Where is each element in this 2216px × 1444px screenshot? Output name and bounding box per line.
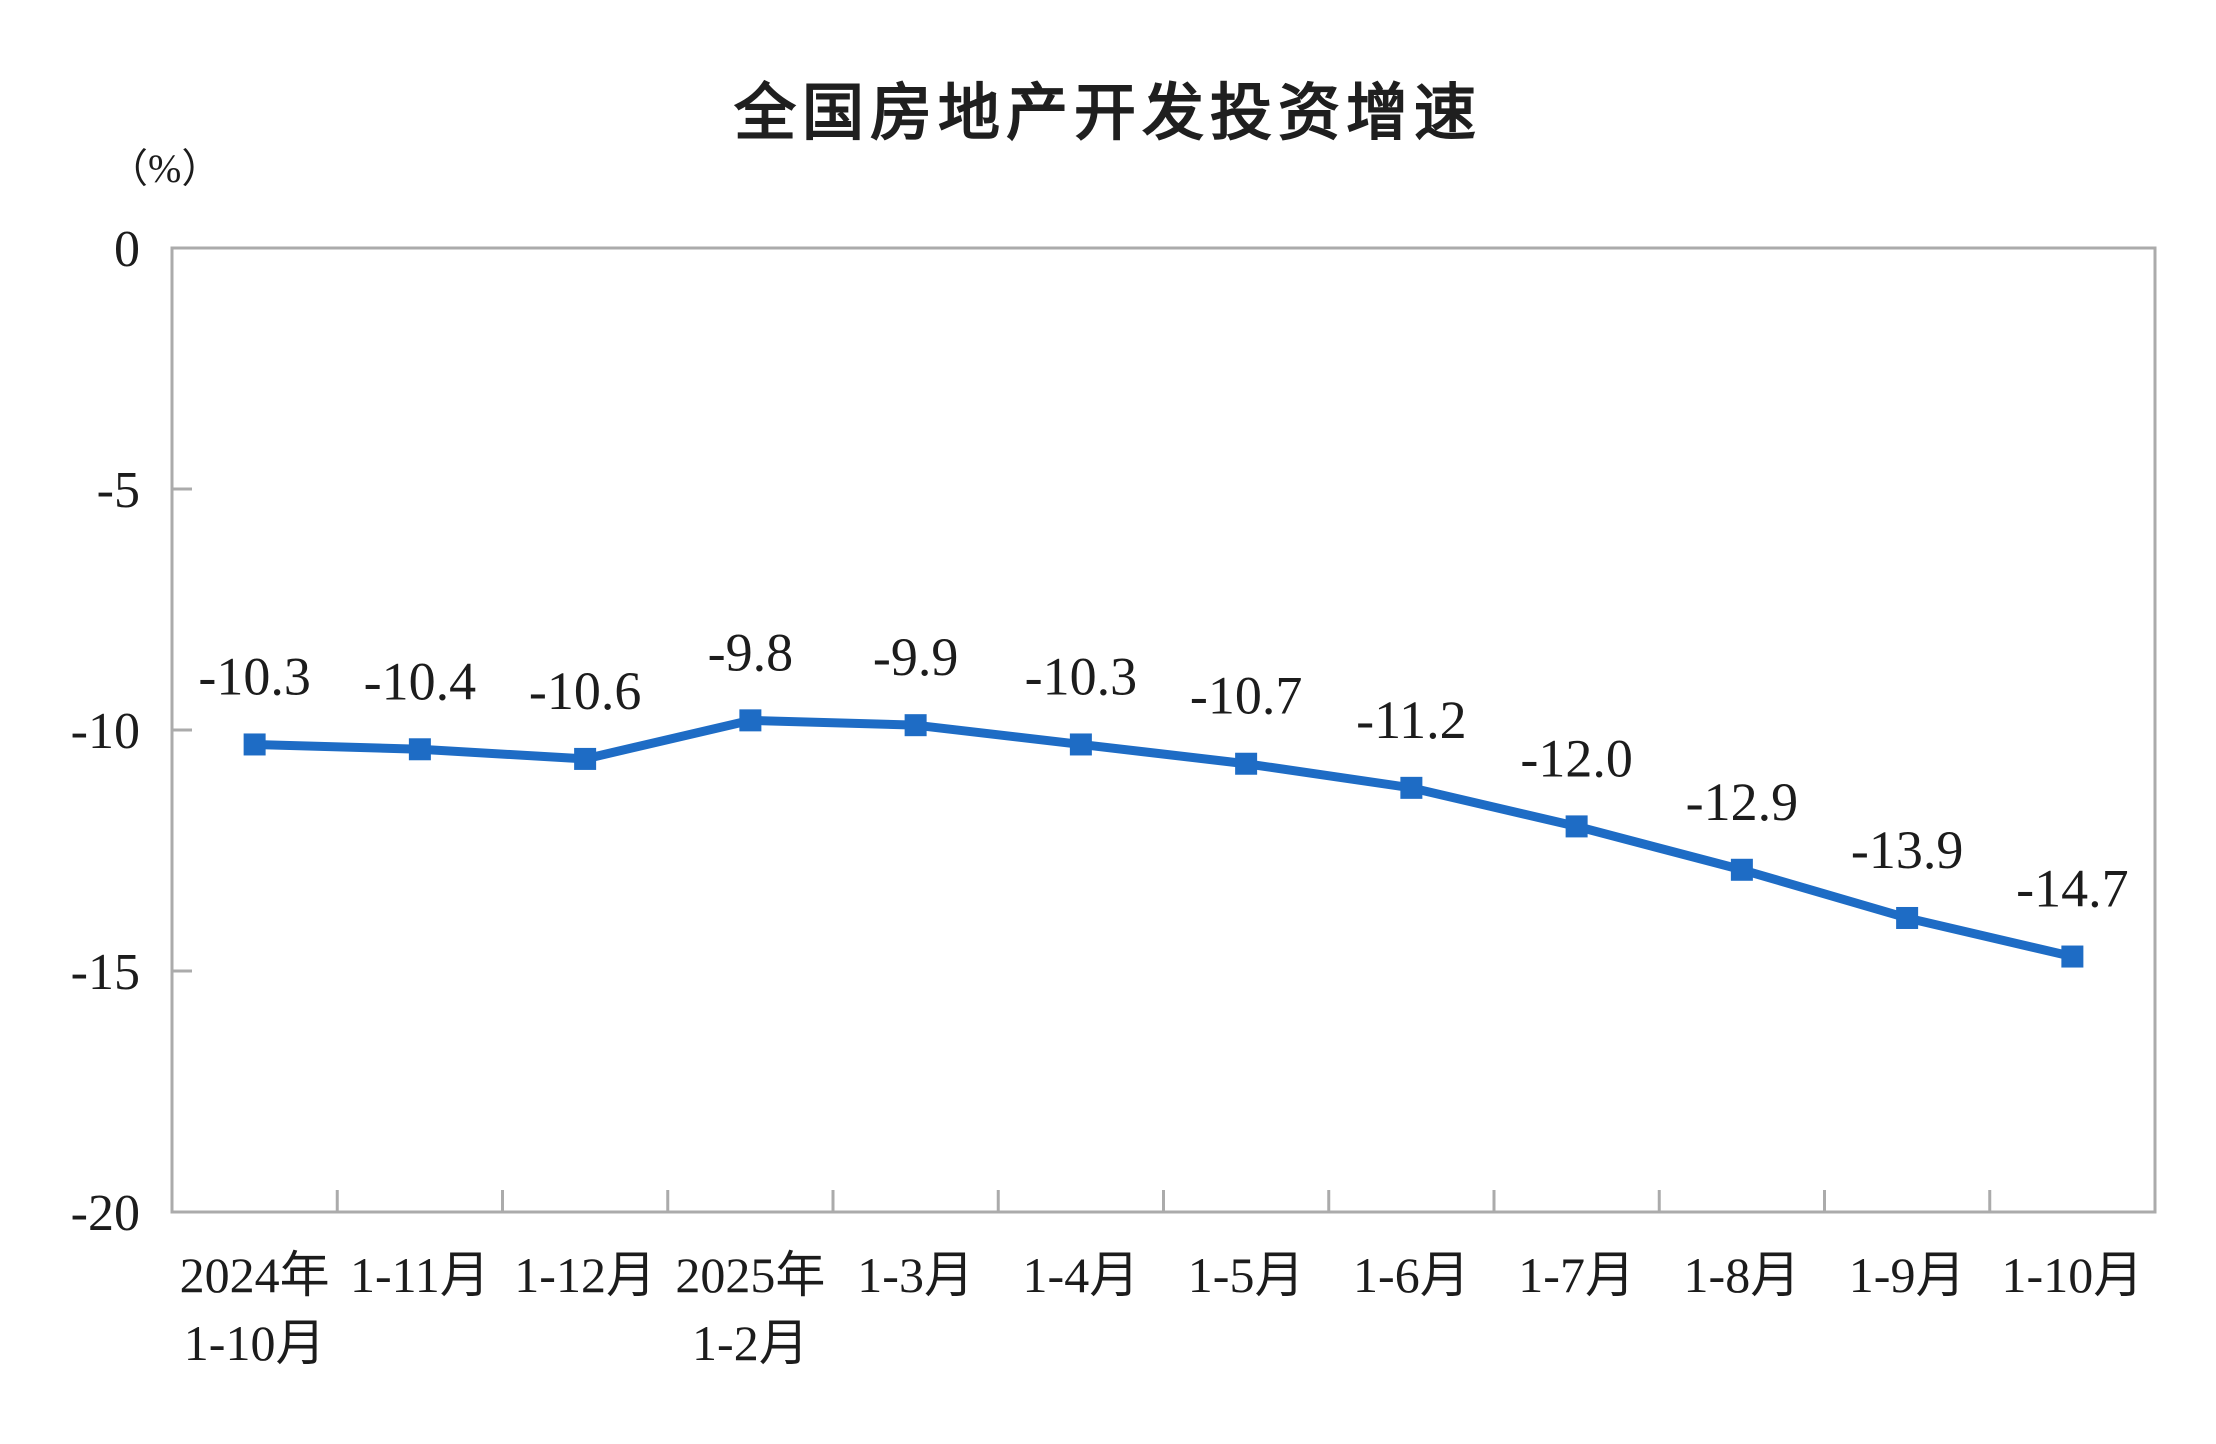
x-tick-label: 1-6月 <box>1353 1247 1470 1303</box>
data-point-marker <box>1730 858 1753 881</box>
y-tick-label: -10 <box>71 703 140 760</box>
data-point-label: -12.0 <box>1520 728 1632 788</box>
x-tick-label: 1-2月 <box>692 1315 809 1371</box>
x-tick-label: 1-7月 <box>1518 1247 1635 1303</box>
data-point-marker <box>1069 733 1092 756</box>
data-point-marker <box>1400 776 1423 799</box>
data-point-label: -9.8 <box>708 622 793 682</box>
data-point-label: -12.9 <box>1686 772 1798 832</box>
data-point-label: -10.6 <box>529 661 641 721</box>
data-point-marker <box>904 714 927 737</box>
data-point-marker <box>2061 945 2084 968</box>
data-point-label: -9.9 <box>873 627 958 687</box>
chart-title: 全国房地产开发投资增速 <box>733 79 1482 148</box>
data-point-label: -10.7 <box>1190 666 1302 726</box>
y-tick-label: -5 <box>97 462 140 519</box>
axis-frame <box>170 246 2157 1214</box>
x-tick-label: 1-5月 <box>1188 1247 1305 1303</box>
x-tick-label: 2024年 <box>180 1247 330 1303</box>
x-tick-label: 1-10月 <box>184 1315 326 1371</box>
data-point-label: -13.9 <box>1851 820 1963 880</box>
x-tick-label: 1-3月 <box>857 1247 974 1303</box>
x-tick-label: 1-9月 <box>1849 1247 1966 1303</box>
data-point-marker <box>739 709 762 732</box>
data-point-marker <box>243 733 266 756</box>
y-tick-label: -20 <box>71 1185 140 1242</box>
data-point-marker <box>1896 906 1919 929</box>
data-point-marker <box>574 747 597 770</box>
y-tick-label: -15 <box>71 944 140 1001</box>
x-tick-label: 1-11月 <box>350 1247 490 1303</box>
data-point-label: -10.3 <box>198 646 310 706</box>
data-point-label: -14.7 <box>2016 859 2128 919</box>
x-tick-label: 1-12月 <box>514 1247 656 1303</box>
y-tick-label: 0 <box>114 221 140 278</box>
data-point-label: -10.4 <box>364 651 476 711</box>
data-point-marker <box>1565 815 1588 838</box>
y-axis-unit-label: （%） <box>108 146 222 191</box>
x-tick-label: 2025年 <box>675 1247 825 1303</box>
x-tick-label: 1-10月 <box>2002 1247 2144 1303</box>
data-point-marker <box>1235 752 1258 775</box>
data-point-label: -10.3 <box>1025 646 1137 706</box>
x-tick-label: 1-4月 <box>1023 1247 1140 1303</box>
data-point-label: -11.2 <box>1356 690 1466 750</box>
data-point-marker <box>408 738 431 761</box>
x-tick-label: 1-8月 <box>1684 1247 1801 1303</box>
data-line <box>250 715 2077 962</box>
